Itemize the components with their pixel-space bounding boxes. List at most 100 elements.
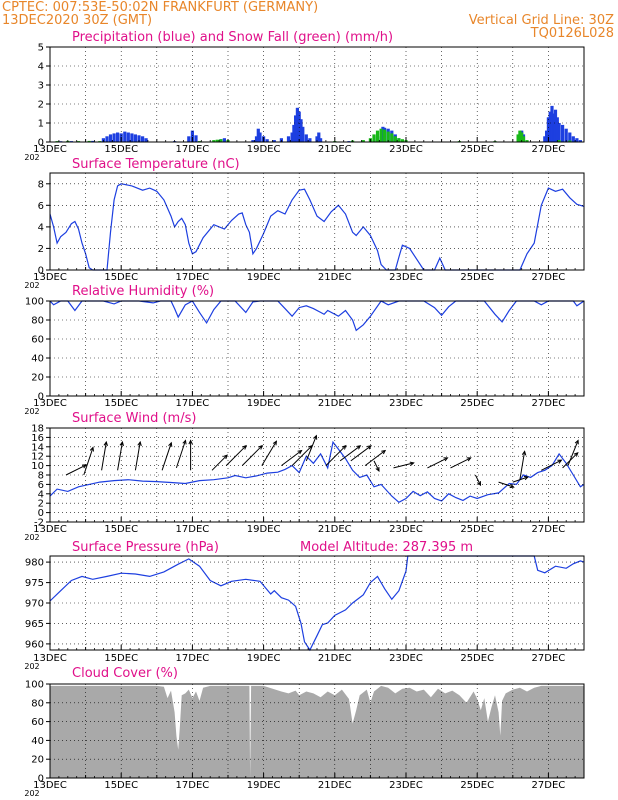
wind-marks [49, 440, 585, 504]
rh-date-label-6: 25DEC [460, 398, 494, 409]
cloud-y-axis: 0 20 40 60 80 100 [25, 680, 50, 785]
snow-bar-32 [568, 140, 572, 142]
wind-y-tick-8: 14 [31, 442, 44, 453]
wind-date-label-1: 15DEC [104, 524, 138, 535]
snow-bar-16 [379, 128, 383, 142]
rh-frame [49, 300, 585, 397]
precip-marks [55, 105, 582, 143]
wind-date-label-7: 27DEC [532, 524, 566, 535]
temp-date-label-6: 25DEC [460, 272, 494, 283]
precip-bar-24 [256, 128, 260, 142]
precip-bar-10 [126, 132, 130, 142]
precip-y-tick-3: 3 [38, 81, 44, 92]
snow-bar-27 [518, 130, 522, 142]
precip-bar-31 [290, 132, 294, 142]
precip-bar-47 [381, 126, 385, 142]
precip-bar-65 [561, 124, 565, 142]
precip-bar-67 [568, 132, 572, 142]
temp-y-tick-1: 2 [38, 244, 44, 255]
precip-bar-36 [299, 119, 303, 142]
cloud-cover-title: Cloud Cover (%) [72, 666, 178, 681]
rh-date-label-0: 13DEC [33, 398, 67, 409]
wind-arrow-6 [175, 439, 187, 469]
precip-bar-19 [194, 135, 198, 142]
wind-date-label-0: 13DEC [33, 524, 67, 535]
wind-arrow-27 [541, 459, 563, 471]
snow-bar-19 [390, 133, 394, 142]
wind-arrow-21 [427, 457, 449, 469]
cloud-date-label-1: 15DEC [104, 780, 138, 791]
precipitation-panel: Precipitation (blue) and Snow Fall (gree… [24, 30, 585, 162]
precip-frame [49, 46, 585, 143]
precip-bar-37 [301, 126, 305, 142]
humidity-title: Relative Humidity (%) [72, 284, 214, 299]
wind-arrow-9 [225, 444, 247, 466]
precip-bar-40 [315, 136, 319, 142]
rh-line [49, 300, 585, 332]
wind-arrow-11 [261, 440, 278, 466]
cloud-cover-area [50, 685, 584, 778]
wind-arrow-12 [281, 449, 303, 467]
temp-grid [50, 172, 584, 270]
snow-bar-17 [383, 129, 387, 142]
pressure-y-tick-3: 975 [25, 578, 44, 589]
precip-bar-41 [317, 132, 321, 142]
precip-y-tick-4: 4 [38, 62, 44, 73]
precip-bar-68 [571, 136, 575, 142]
rh-marks [49, 300, 585, 332]
temperature-panel: Surface Temperature (nC) 0 2 4 6 8 13DEC 15DEC… [24, 157, 585, 290]
precip-date-label-5: 23DEC [389, 144, 423, 155]
precip-bar-35 [297, 111, 301, 142]
pressure-date-label-1: 15DEC [104, 653, 138, 664]
cloud-date-label-2: 17DEC [176, 780, 210, 791]
wind-date-label-6: 25DEC [460, 524, 494, 535]
precip-x-axis: 13DEC 15DEC 17DEC 19DEC 21DEC 23DEC 25DEC 27DEC… [24, 137, 585, 162]
cloud-marks [50, 685, 584, 778]
precip-bar-4 [105, 136, 109, 142]
wind-arrow-14 [305, 434, 318, 462]
precip-bar-33 [294, 115, 298, 142]
precip-bar-9 [123, 131, 127, 142]
pressure-y-tick-4: 980 [25, 558, 44, 569]
pressure-date-label-3: 19DEC [247, 653, 281, 664]
precip-bar-13 [137, 135, 141, 142]
snow-bar-6 [212, 140, 216, 142]
precip-bar-63 [555, 117, 559, 142]
snow-bar-28 [520, 132, 524, 142]
precip-bar-34 [295, 107, 299, 142]
rh-y-tick-3: 60 [31, 335, 44, 346]
precip-bar-7 [116, 132, 120, 142]
cloud-y-tick-2: 40 [31, 736, 44, 747]
temp-date-label-2: 17DEC [176, 272, 210, 283]
wind-y-tick-2: 2 [38, 499, 44, 510]
wind-y-tick-4: 6 [38, 480, 44, 491]
temp-y-tick-3: 6 [38, 201, 44, 212]
temp-y-axis: 0 2 4 6 8 [38, 179, 50, 277]
precip-bar-18 [190, 130, 194, 142]
precip-y-axis: 0 1 2 3 4 5 [38, 43, 50, 149]
temp-date-label-4: 21DEC [318, 272, 352, 283]
cloud-date-label-3: 19DEC [247, 780, 281, 791]
pressure-date-label-2: 17DEC [176, 653, 210, 664]
rh-y-tick-4: 80 [31, 316, 44, 327]
wind-y-tick-5: 8 [38, 471, 44, 482]
cloud-cover-panel: Cloud Cover (%) 0 20 40 60 80 100 13DEC 15DEC 17… [24, 666, 585, 798]
rh-date-label-5: 23DEC [389, 398, 423, 409]
wind-arrow-15 [325, 444, 347, 466]
wind-date-label-3: 19DEC [247, 524, 281, 535]
precip-y-tick-2: 2 [38, 100, 44, 111]
precip-bar-15 [144, 138, 148, 142]
rh-y-axis: 0 20 40 60 80 100 [25, 297, 50, 403]
snow-bar-31 [557, 140, 561, 142]
temp-date-label-3: 19DEC [247, 272, 281, 283]
wind-y-tick-6: 10 [31, 461, 44, 472]
wind-y-tick-3: 4 [38, 489, 44, 500]
temp-date-label-5: 23DEC [389, 272, 423, 283]
rh-y-tick-1: 20 [31, 373, 44, 384]
cloud-x-axis: 13DEC 15DEC 17DEC 19DEC 21DEC 23DEC 25DEC 27DEC… [24, 773, 585, 798]
pressure-year-fragment: 202 [24, 662, 39, 671]
cloud-date-label-0: 13DEC [33, 780, 67, 791]
precip-bar-25 [258, 132, 262, 142]
wind-arrow-20 [393, 461, 415, 469]
